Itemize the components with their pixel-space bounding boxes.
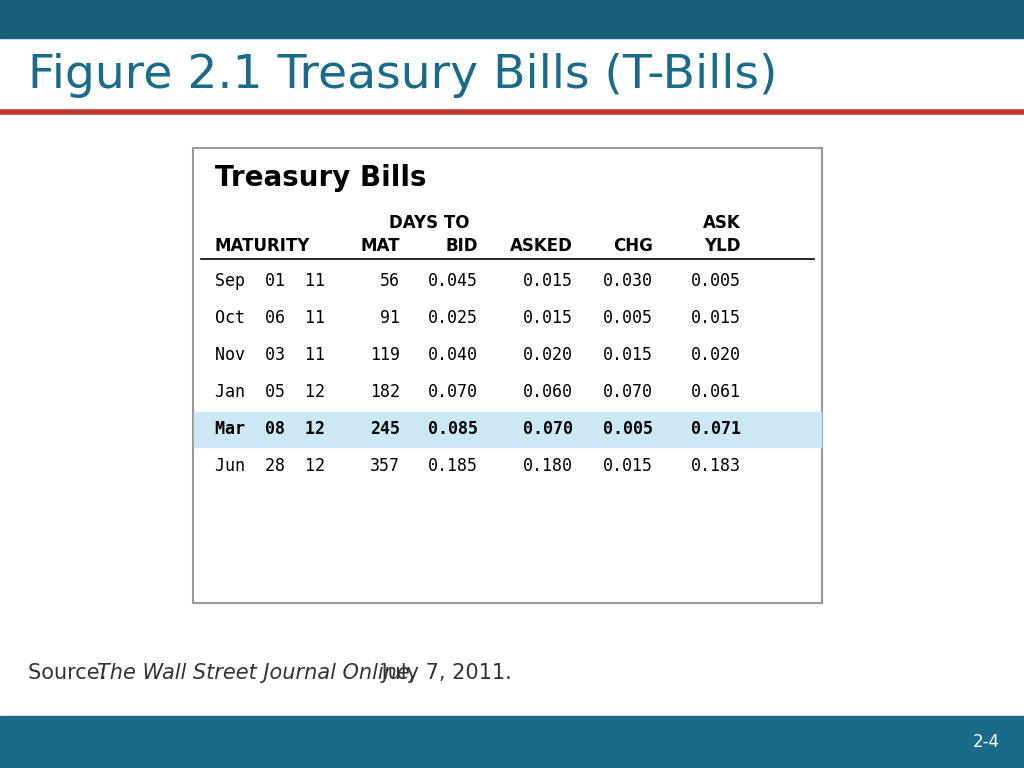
Text: 0.070: 0.070 [603,383,653,401]
Text: Source:: Source: [28,663,114,683]
Text: 0.070: 0.070 [428,383,478,401]
Text: Jan  05  12: Jan 05 12 [215,383,325,401]
Text: July 7, 2011.: July 7, 2011. [375,663,512,683]
Text: 0.005: 0.005 [603,309,653,327]
Text: ASKED: ASKED [510,237,573,255]
Text: 0.183: 0.183 [691,457,741,475]
Text: 0.040: 0.040 [428,346,478,364]
Text: 0.005: 0.005 [603,420,653,438]
Text: Jun  28  12: Jun 28 12 [215,457,325,475]
Text: ASK: ASK [703,214,741,232]
Text: 0.020: 0.020 [691,346,741,364]
Text: The Wall Street Journal Online,: The Wall Street Journal Online, [97,663,417,683]
Text: BID: BID [445,237,478,255]
Text: 0.015: 0.015 [691,309,741,327]
Text: 0.030: 0.030 [603,272,653,290]
Text: 0.060: 0.060 [523,383,573,401]
Bar [193,148,822,603]
Text: 56: 56 [380,272,400,290]
Text: 2-4: 2-4 [973,733,1000,751]
Text: CHG: CHG [613,237,653,255]
Text: 357: 357 [370,457,400,475]
Text: MAT: MAT [360,237,400,255]
Text: 119: 119 [370,346,400,364]
Text: DAYS TO: DAYS TO [389,214,469,232]
Bar [194,412,821,446]
Text: 0.085: 0.085 [428,420,478,438]
Text: Nov  03  11: Nov 03 11 [215,346,325,364]
Text: 0.045: 0.045 [428,272,478,290]
Text: 0.015: 0.015 [523,309,573,327]
Text: 0.015: 0.015 [523,272,573,290]
Text: 0.005: 0.005 [691,272,741,290]
Text: 91: 91 [380,309,400,327]
Bar [0,716,1024,768]
Text: 0.020: 0.020 [523,346,573,364]
Text: 182: 182 [370,383,400,401]
Text: Sep  01  11: Sep 01 11 [215,272,325,290]
Text: 0.061: 0.061 [691,383,741,401]
Text: Oct  06  11: Oct 06 11 [215,309,325,327]
Text: MATURITY: MATURITY [215,237,310,255]
Bar [0,0,1024,38]
Text: Mar  08  12: Mar 08 12 [215,420,325,438]
Text: Figure 2.1 Treasury Bills (T-Bills): Figure 2.1 Treasury Bills (T-Bills) [28,52,777,98]
Text: 0.015: 0.015 [603,346,653,364]
Text: 0.180: 0.180 [523,457,573,475]
Text: Treasury Bills: Treasury Bills [215,164,427,192]
Text: YLD: YLD [705,237,741,255]
Text: 0.070: 0.070 [523,420,573,438]
Text: 245: 245 [370,420,400,438]
Text: 0.185: 0.185 [428,457,478,475]
Text: 0.025: 0.025 [428,309,478,327]
Text: 0.015: 0.015 [603,457,653,475]
Text: 0.071: 0.071 [691,420,741,438]
